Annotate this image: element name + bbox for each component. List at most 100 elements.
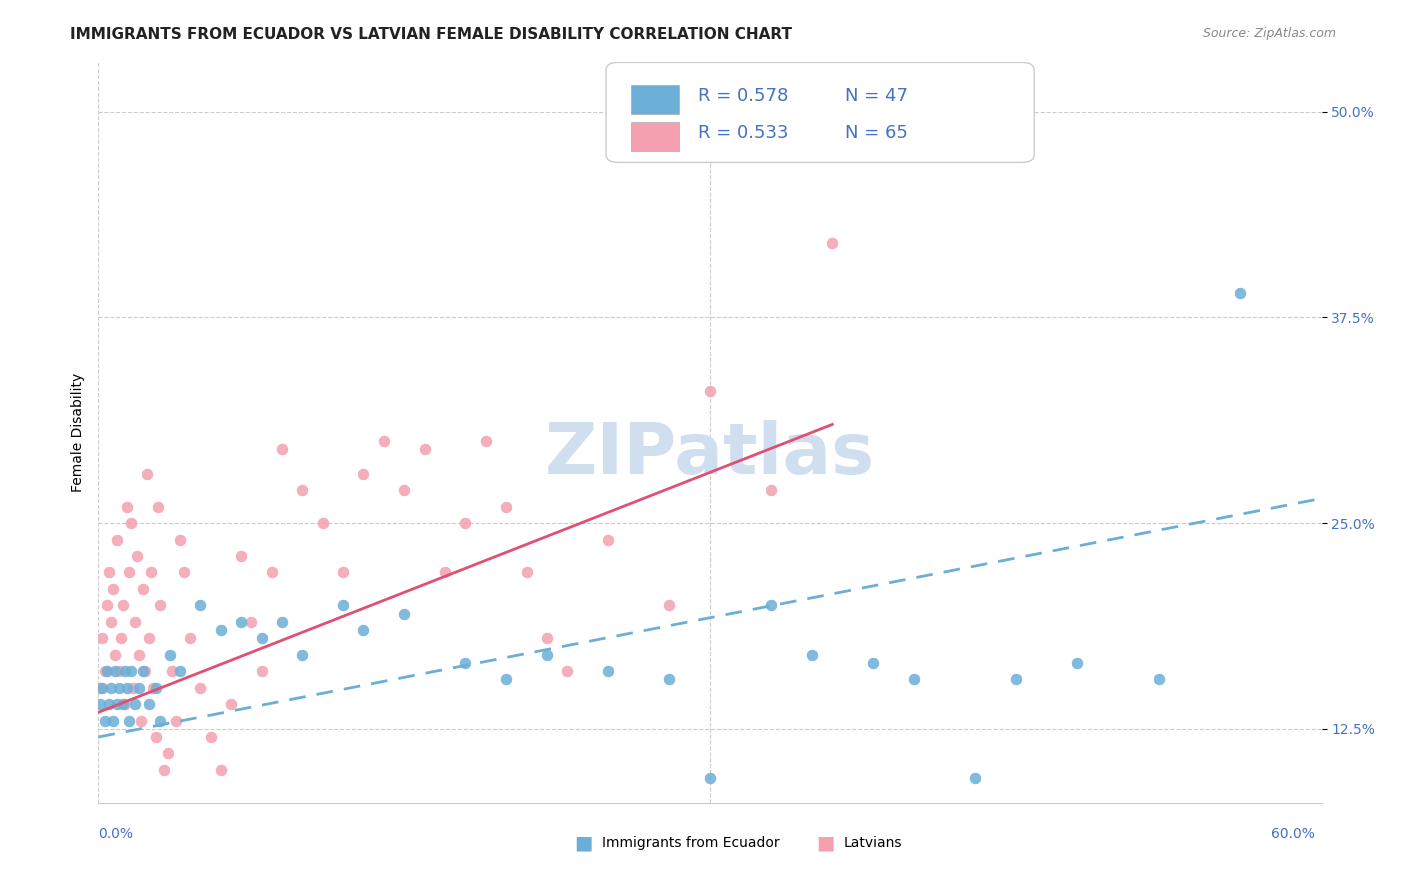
Point bbox=[101, 582, 124, 596]
Point bbox=[91, 681, 114, 695]
Point bbox=[862, 656, 884, 670]
Point bbox=[100, 615, 122, 629]
Point bbox=[250, 632, 273, 646]
Point bbox=[352, 467, 374, 481]
Point bbox=[124, 615, 146, 629]
Point bbox=[142, 681, 165, 695]
Point bbox=[96, 664, 118, 678]
Point bbox=[598, 533, 620, 547]
Point bbox=[108, 664, 131, 678]
Point bbox=[392, 607, 416, 621]
Point bbox=[188, 681, 212, 695]
Point bbox=[141, 566, 163, 580]
Text: Immigrants from Ecuador: Immigrants from Ecuador bbox=[602, 836, 779, 850]
Point bbox=[240, 615, 263, 629]
Point bbox=[434, 566, 457, 580]
Point bbox=[761, 483, 783, 498]
Point bbox=[89, 681, 111, 695]
Point bbox=[115, 500, 138, 514]
Point bbox=[132, 664, 155, 678]
Text: IMMIGRANTS FROM ECUADOR VS LATVIAN FEMALE DISABILITY CORRELATION CHART: IMMIGRANTS FROM ECUADOR VS LATVIAN FEMAL… bbox=[70, 27, 793, 42]
FancyBboxPatch shape bbox=[606, 62, 1035, 162]
Point bbox=[536, 648, 558, 662]
Point bbox=[114, 664, 136, 678]
Point bbox=[454, 656, 477, 670]
Point bbox=[105, 533, 128, 547]
FancyBboxPatch shape bbox=[630, 121, 679, 152]
Point bbox=[495, 673, 517, 687]
Point bbox=[138, 697, 160, 711]
Point bbox=[312, 516, 335, 530]
Point bbox=[699, 384, 721, 399]
Point bbox=[699, 771, 721, 785]
Point bbox=[291, 648, 314, 662]
Point bbox=[145, 730, 167, 744]
Point bbox=[231, 549, 253, 563]
Point bbox=[188, 599, 212, 613]
Point bbox=[1004, 673, 1026, 687]
Point bbox=[105, 697, 128, 711]
Point bbox=[454, 516, 477, 530]
Point bbox=[111, 599, 134, 613]
Point bbox=[124, 697, 146, 711]
Point bbox=[209, 623, 232, 637]
Point bbox=[97, 697, 120, 711]
Point bbox=[270, 615, 294, 629]
Point bbox=[392, 483, 416, 498]
Point bbox=[149, 599, 172, 613]
Point bbox=[127, 549, 149, 563]
Point bbox=[115, 681, 138, 695]
Point bbox=[555, 664, 579, 678]
Point bbox=[270, 442, 294, 456]
Point bbox=[169, 664, 191, 678]
Point bbox=[100, 681, 122, 695]
Point bbox=[132, 582, 155, 596]
Text: ■: ■ bbox=[815, 833, 835, 853]
Point bbox=[108, 681, 131, 695]
Point bbox=[658, 673, 681, 687]
Point bbox=[134, 664, 156, 678]
Point bbox=[128, 681, 150, 695]
Point bbox=[159, 648, 181, 662]
Point bbox=[903, 673, 925, 687]
Point bbox=[129, 714, 152, 728]
Point bbox=[118, 566, 141, 580]
Point bbox=[761, 599, 783, 613]
Text: R = 0.578: R = 0.578 bbox=[697, 87, 789, 104]
Point bbox=[495, 500, 517, 514]
Text: N = 47: N = 47 bbox=[845, 87, 908, 104]
Point bbox=[231, 615, 253, 629]
Point bbox=[516, 566, 538, 580]
Point bbox=[291, 483, 314, 498]
Text: N = 65: N = 65 bbox=[845, 124, 907, 142]
Point bbox=[373, 434, 395, 448]
Text: Source: ZipAtlas.com: Source: ZipAtlas.com bbox=[1202, 27, 1336, 40]
Point bbox=[91, 632, 114, 646]
Point bbox=[104, 664, 127, 678]
Point bbox=[138, 632, 160, 646]
Point bbox=[965, 771, 987, 785]
Point bbox=[1066, 656, 1088, 670]
Point bbox=[114, 697, 136, 711]
Text: Latvians: Latvians bbox=[844, 836, 903, 850]
Point bbox=[474, 434, 498, 448]
Point bbox=[821, 236, 844, 251]
Point bbox=[89, 697, 111, 711]
Point bbox=[413, 442, 436, 456]
Point bbox=[352, 623, 374, 637]
Point bbox=[128, 648, 150, 662]
Point bbox=[96, 599, 118, 613]
Point bbox=[801, 648, 824, 662]
Point bbox=[146, 500, 169, 514]
Point bbox=[1229, 285, 1251, 300]
Point bbox=[598, 664, 620, 678]
Point bbox=[149, 714, 172, 728]
Point bbox=[97, 566, 120, 580]
Point bbox=[93, 714, 115, 728]
Point bbox=[200, 730, 222, 744]
Point bbox=[160, 664, 183, 678]
Point bbox=[165, 714, 187, 728]
Point bbox=[136, 467, 159, 481]
Point bbox=[111, 697, 134, 711]
Point bbox=[152, 763, 174, 777]
